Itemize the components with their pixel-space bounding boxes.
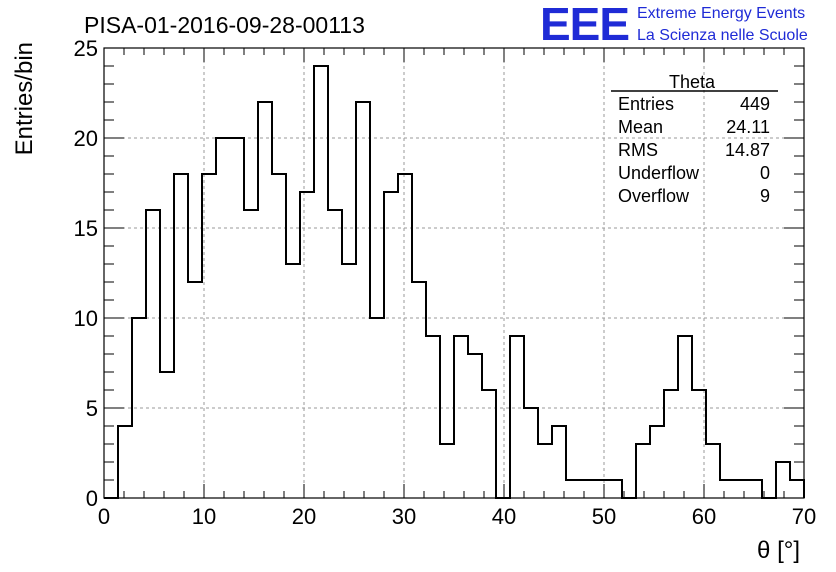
stats-row-value: 0 — [760, 163, 770, 183]
logo-line-2: La Scienza nelle Scuole — [637, 27, 808, 44]
x-tick-label: 30 — [392, 504, 416, 529]
y-tick-label: 15 — [74, 216, 98, 241]
x-tick-label: 40 — [492, 504, 516, 529]
stats-row-label: RMS — [618, 140, 658, 160]
stats-row-value: 449 — [740, 94, 770, 114]
stats-title: Theta — [669, 72, 716, 92]
y-tick-label: 20 — [74, 126, 98, 151]
x-axis-label: θ [°] — [757, 537, 800, 564]
histogram-series — [104, 65, 805, 499]
grid-lines — [104, 48, 804, 498]
stats-row-label: Overflow — [618, 186, 690, 206]
stats-row-label: Entries — [618, 94, 674, 114]
stats-row-value: 14.87 — [725, 140, 770, 160]
plot-frame — [103, 47, 805, 499]
y-tick-label: 5 — [86, 396, 98, 421]
x-tick-label: 10 — [192, 504, 216, 529]
axis-ticks — [103, 47, 805, 499]
plot-area: 0 10 20 30 40 50 60 70 0 5 10 15 20 25 — [74, 36, 817, 529]
x-tick-label: 60 — [692, 504, 716, 529]
y-tick-label: 0 — [86, 486, 98, 511]
stats-row-value: 9 — [760, 186, 770, 206]
x-tick-label: 0 — [98, 504, 110, 529]
stats-row-label: Mean — [618, 117, 663, 137]
stats-row-label: Underflow — [618, 163, 700, 183]
x-tick-label: 50 — [592, 504, 616, 529]
x-tick-label: 70 — [792, 504, 816, 529]
y-tick-label: 25 — [74, 36, 98, 61]
run-title: PISA-01-2016-09-28-00113 — [84, 12, 365, 38]
stats-box: Theta Entries 449 Mean 24.11 RMS 14.87 Underfl… — [611, 72, 778, 206]
stats-rows: Entries 449 Mean 24.11 RMS 14.87 Underflow 0 Ove… — [618, 94, 770, 206]
y-axis-label: Entries/bin — [11, 42, 38, 155]
y-tick-label: 10 — [74, 306, 98, 331]
stats-row-value: 24.11 — [726, 117, 770, 137]
axis-tick-labels: 0 10 20 30 40 50 60 70 0 5 10 15 20 25 — [74, 36, 817, 529]
logo-line-1: Extreme Energy Events — [637, 5, 805, 22]
x-tick-label: 20 — [292, 504, 316, 529]
eee-logo: EEE — [540, 0, 629, 50]
